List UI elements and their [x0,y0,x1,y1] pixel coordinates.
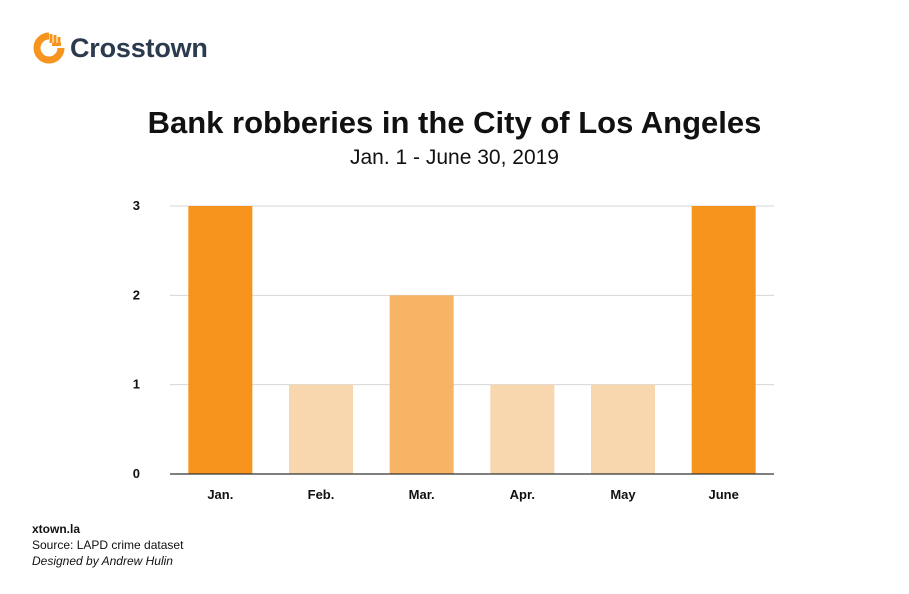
footer: xtown.la Source: LAPD crime dataset Desi… [32,521,183,569]
y-tick-label: 2 [133,287,140,302]
x-tick-label: Apr. [510,487,535,502]
y-tick-label: 0 [133,466,140,481]
y-tick-label: 1 [133,377,140,392]
brand-name: Crosstown [70,32,208,63]
crosstown-logo-icon [33,32,65,64]
bar [188,206,253,474]
bar [691,206,756,474]
x-tick-label: June [708,487,738,502]
x-tick-label: May [610,487,636,502]
footer-source: Source: LAPD crime dataset [32,538,184,552]
x-tick-label: Mar. [409,487,435,502]
bar [591,384,655,474]
chart-subtitle: Jan. 1 - June 30, 2019 [350,146,559,169]
x-tick-label: Jan. [207,487,233,502]
chart-title: Bank robberies in the City of Los Angele… [147,105,762,140]
y-tick-label: 3 [133,198,140,213]
bar [389,295,454,474]
x-tick-label: Feb. [308,487,335,502]
footer-site: xtown.la [32,522,81,536]
brand-logo: Crosstown [32,30,208,66]
footer-credit: Designed by Andrew Hulin [32,554,173,568]
bar [490,384,555,474]
bar [289,384,353,474]
